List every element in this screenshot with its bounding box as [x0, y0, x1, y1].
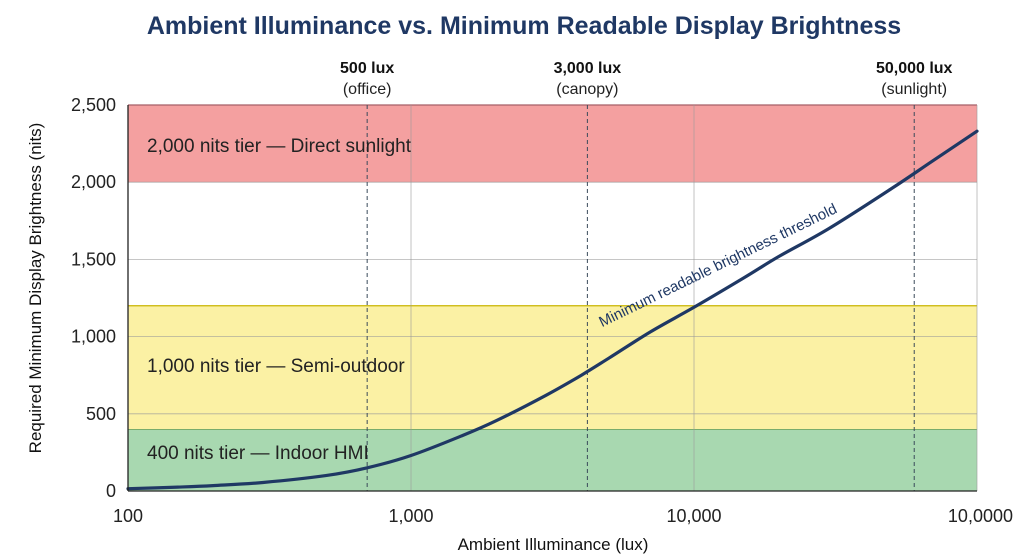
x-tick-labels: 100 1,000 10,000 10,0000 — [113, 506, 1013, 526]
y-axis-title: Required Minimum Display Brightness (nit… — [26, 123, 45, 454]
y-tick-label-0: 0 — [106, 481, 116, 501]
reference-value-label-1: 3,000 lux — [554, 60, 622, 77]
axes-layer — [127, 105, 977, 492]
x-tick-label-0: 100 — [113, 506, 143, 526]
reference-desc-label-1: (canopy) — [556, 81, 618, 98]
band-label-0: 400 nits tier — Indoor HMI — [147, 443, 369, 464]
reference-lines-layer — [366, 105, 915, 491]
band-label-1: 1,000 nits tier — Semi-outdoor — [147, 356, 405, 377]
y-tick-label-1: 500 — [86, 404, 116, 424]
x-axis-title: Ambient Illuminance (lux) — [458, 535, 649, 554]
y-tick-label-2: 1,000 — [71, 327, 116, 347]
band-label-2: 2,000 nits tier — Direct sunlight — [147, 136, 412, 157]
x-tick-label-1: 1,000 — [388, 506, 433, 526]
x-tick-label-3: 10,0000 — [948, 506, 1013, 526]
bands-layer — [128, 104, 977, 491]
y-tick-label-4: 2,000 — [71, 172, 116, 192]
y-tick-labels: 0 500 1,000 1,500 2,000 2,500 — [71, 95, 116, 501]
x-tick-label-2: 10,000 — [666, 506, 721, 526]
y-tick-label-3: 1,500 — [71, 249, 116, 269]
series-line-0 — [126, 129, 979, 491]
chart-title: Ambient Illuminance vs. Minimum Readable… — [147, 12, 901, 40]
y-tick-label-5: 2,500 — [71, 95, 116, 115]
reference-labels-layer: 500 lux (office) 3,000 lux (canopy) 50,000 l… — [340, 60, 953, 98]
reference-value-label-2: 50,000 lux — [876, 60, 953, 77]
band-labels-layer: 400 nits tier — Indoor HMI 1,000 nits tie… — [147, 136, 412, 464]
reference-value-label-0: 500 lux — [340, 60, 394, 77]
band-1 — [128, 305, 977, 430]
reference-desc-label-2: (sunlight) — [881, 81, 947, 98]
reference-desc-label-0: (office) — [343, 81, 392, 98]
band-2 — [128, 105, 977, 183]
